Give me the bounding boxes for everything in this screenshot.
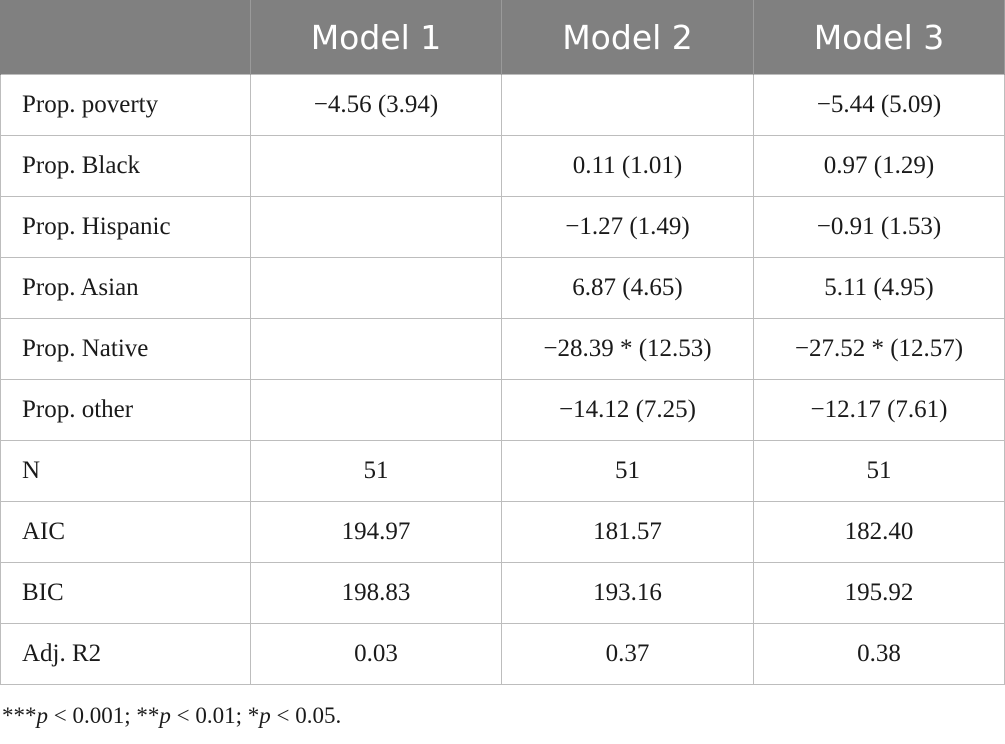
cell-model-2: 0.37	[501, 623, 754, 685]
footnote-p-1: p	[36, 703, 49, 728]
row-label: Prop. poverty	[0, 74, 251, 136]
significance-footnote: ***p < 0.001; **p < 0.01; *p < 0.05.	[2, 703, 341, 729]
row-label: Prop. Native	[0, 318, 251, 380]
regression-table: Model 1 Model 2 Model 3 Prop. poverty −4…	[0, 0, 1005, 685]
header-row: Model 1 Model 2 Model 3	[0, 0, 1005, 75]
cell-model-1	[250, 196, 502, 258]
cell-model-2: −28.39 * (12.53)	[501, 318, 754, 380]
table-row: N 51 51 51	[0, 440, 1005, 502]
cell-model-1: 198.83	[250, 562, 502, 624]
cell-model-3: −0.91 (1.53)	[753, 196, 1005, 258]
table-row: Prop. Asian 6.87 (4.65) 5.11 (4.95)	[0, 257, 1005, 319]
table-row: BIC 198.83 193.16 195.92	[0, 562, 1005, 624]
footnote-threshold-3: < 0.05.	[270, 703, 342, 728]
footnote-prefix: ***	[2, 703, 37, 728]
footnote-p-3: p	[259, 703, 271, 728]
footnote-threshold-1: < 0.001; **	[48, 703, 160, 728]
cell-model-3: 182.40	[753, 501, 1005, 563]
footnote-threshold-2: < 0.01; *	[170, 703, 260, 728]
row-label: Prop. Asian	[0, 257, 251, 319]
cell-model-2: −1.27 (1.49)	[501, 196, 754, 258]
cell-model-2: 181.57	[501, 501, 754, 563]
cell-model-1	[250, 318, 502, 380]
table-row: Prop. Native −28.39 * (12.53) −27.52 * (…	[0, 318, 1005, 380]
table-row: Prop. Black 0.11 (1.01) 0.97 (1.29)	[0, 135, 1005, 197]
cell-model-3: 195.92	[753, 562, 1005, 624]
cell-model-1: 194.97	[250, 501, 502, 563]
row-label: Adj. R2	[0, 623, 251, 685]
table-row: Prop. Hispanic −1.27 (1.49) −0.91 (1.53)	[0, 196, 1005, 258]
cell-model-2: 51	[501, 440, 754, 502]
cell-model-3: 5.11 (4.95)	[753, 257, 1005, 319]
cell-model-3: 0.97 (1.29)	[753, 135, 1005, 197]
footnote-p-2: p	[159, 703, 171, 728]
cell-model-1	[250, 135, 502, 197]
table-row: Prop. poverty −4.56 (3.94) −5.44 (5.09)	[0, 74, 1005, 136]
regression-table-container: Model 1 Model 2 Model 3 Prop. poverty −4…	[0, 0, 1005, 685]
header-empty	[0, 0, 251, 75]
row-label: Prop. Black	[0, 135, 251, 197]
cell-model-3: 51	[753, 440, 1005, 502]
table-row: Prop. other −14.12 (7.25) −12.17 (7.61)	[0, 379, 1005, 441]
cell-model-1: 51	[250, 440, 502, 502]
row-label: Prop. Hispanic	[0, 196, 251, 258]
cell-model-2: 0.11 (1.01)	[501, 135, 754, 197]
cell-model-1	[250, 379, 502, 441]
header-model-1: Model 1	[250, 0, 502, 75]
cell-model-3: −12.17 (7.61)	[753, 379, 1005, 441]
cell-model-1: 0.03	[250, 623, 502, 685]
header-model-3: Model 3	[753, 0, 1005, 75]
header-model-2: Model 2	[501, 0, 754, 75]
cell-model-1	[250, 257, 502, 319]
cell-model-3: −27.52 * (12.57)	[753, 318, 1005, 380]
row-label: AIC	[0, 501, 251, 563]
cell-model-2	[501, 74, 754, 136]
cell-model-2: −14.12 (7.25)	[501, 379, 754, 441]
table-row: Adj. R2 0.03 0.37 0.38	[0, 623, 1005, 685]
cell-model-3: 0.38	[753, 623, 1005, 685]
cell-model-1: −4.56 (3.94)	[250, 74, 502, 136]
row-label: Prop. other	[0, 379, 251, 441]
cell-model-3: −5.44 (5.09)	[753, 74, 1005, 136]
cell-model-2: 193.16	[501, 562, 754, 624]
cell-model-2: 6.87 (4.65)	[501, 257, 754, 319]
row-label: BIC	[0, 562, 251, 624]
table-row: AIC 194.97 181.57 182.40	[0, 501, 1005, 563]
row-label: N	[0, 440, 251, 502]
